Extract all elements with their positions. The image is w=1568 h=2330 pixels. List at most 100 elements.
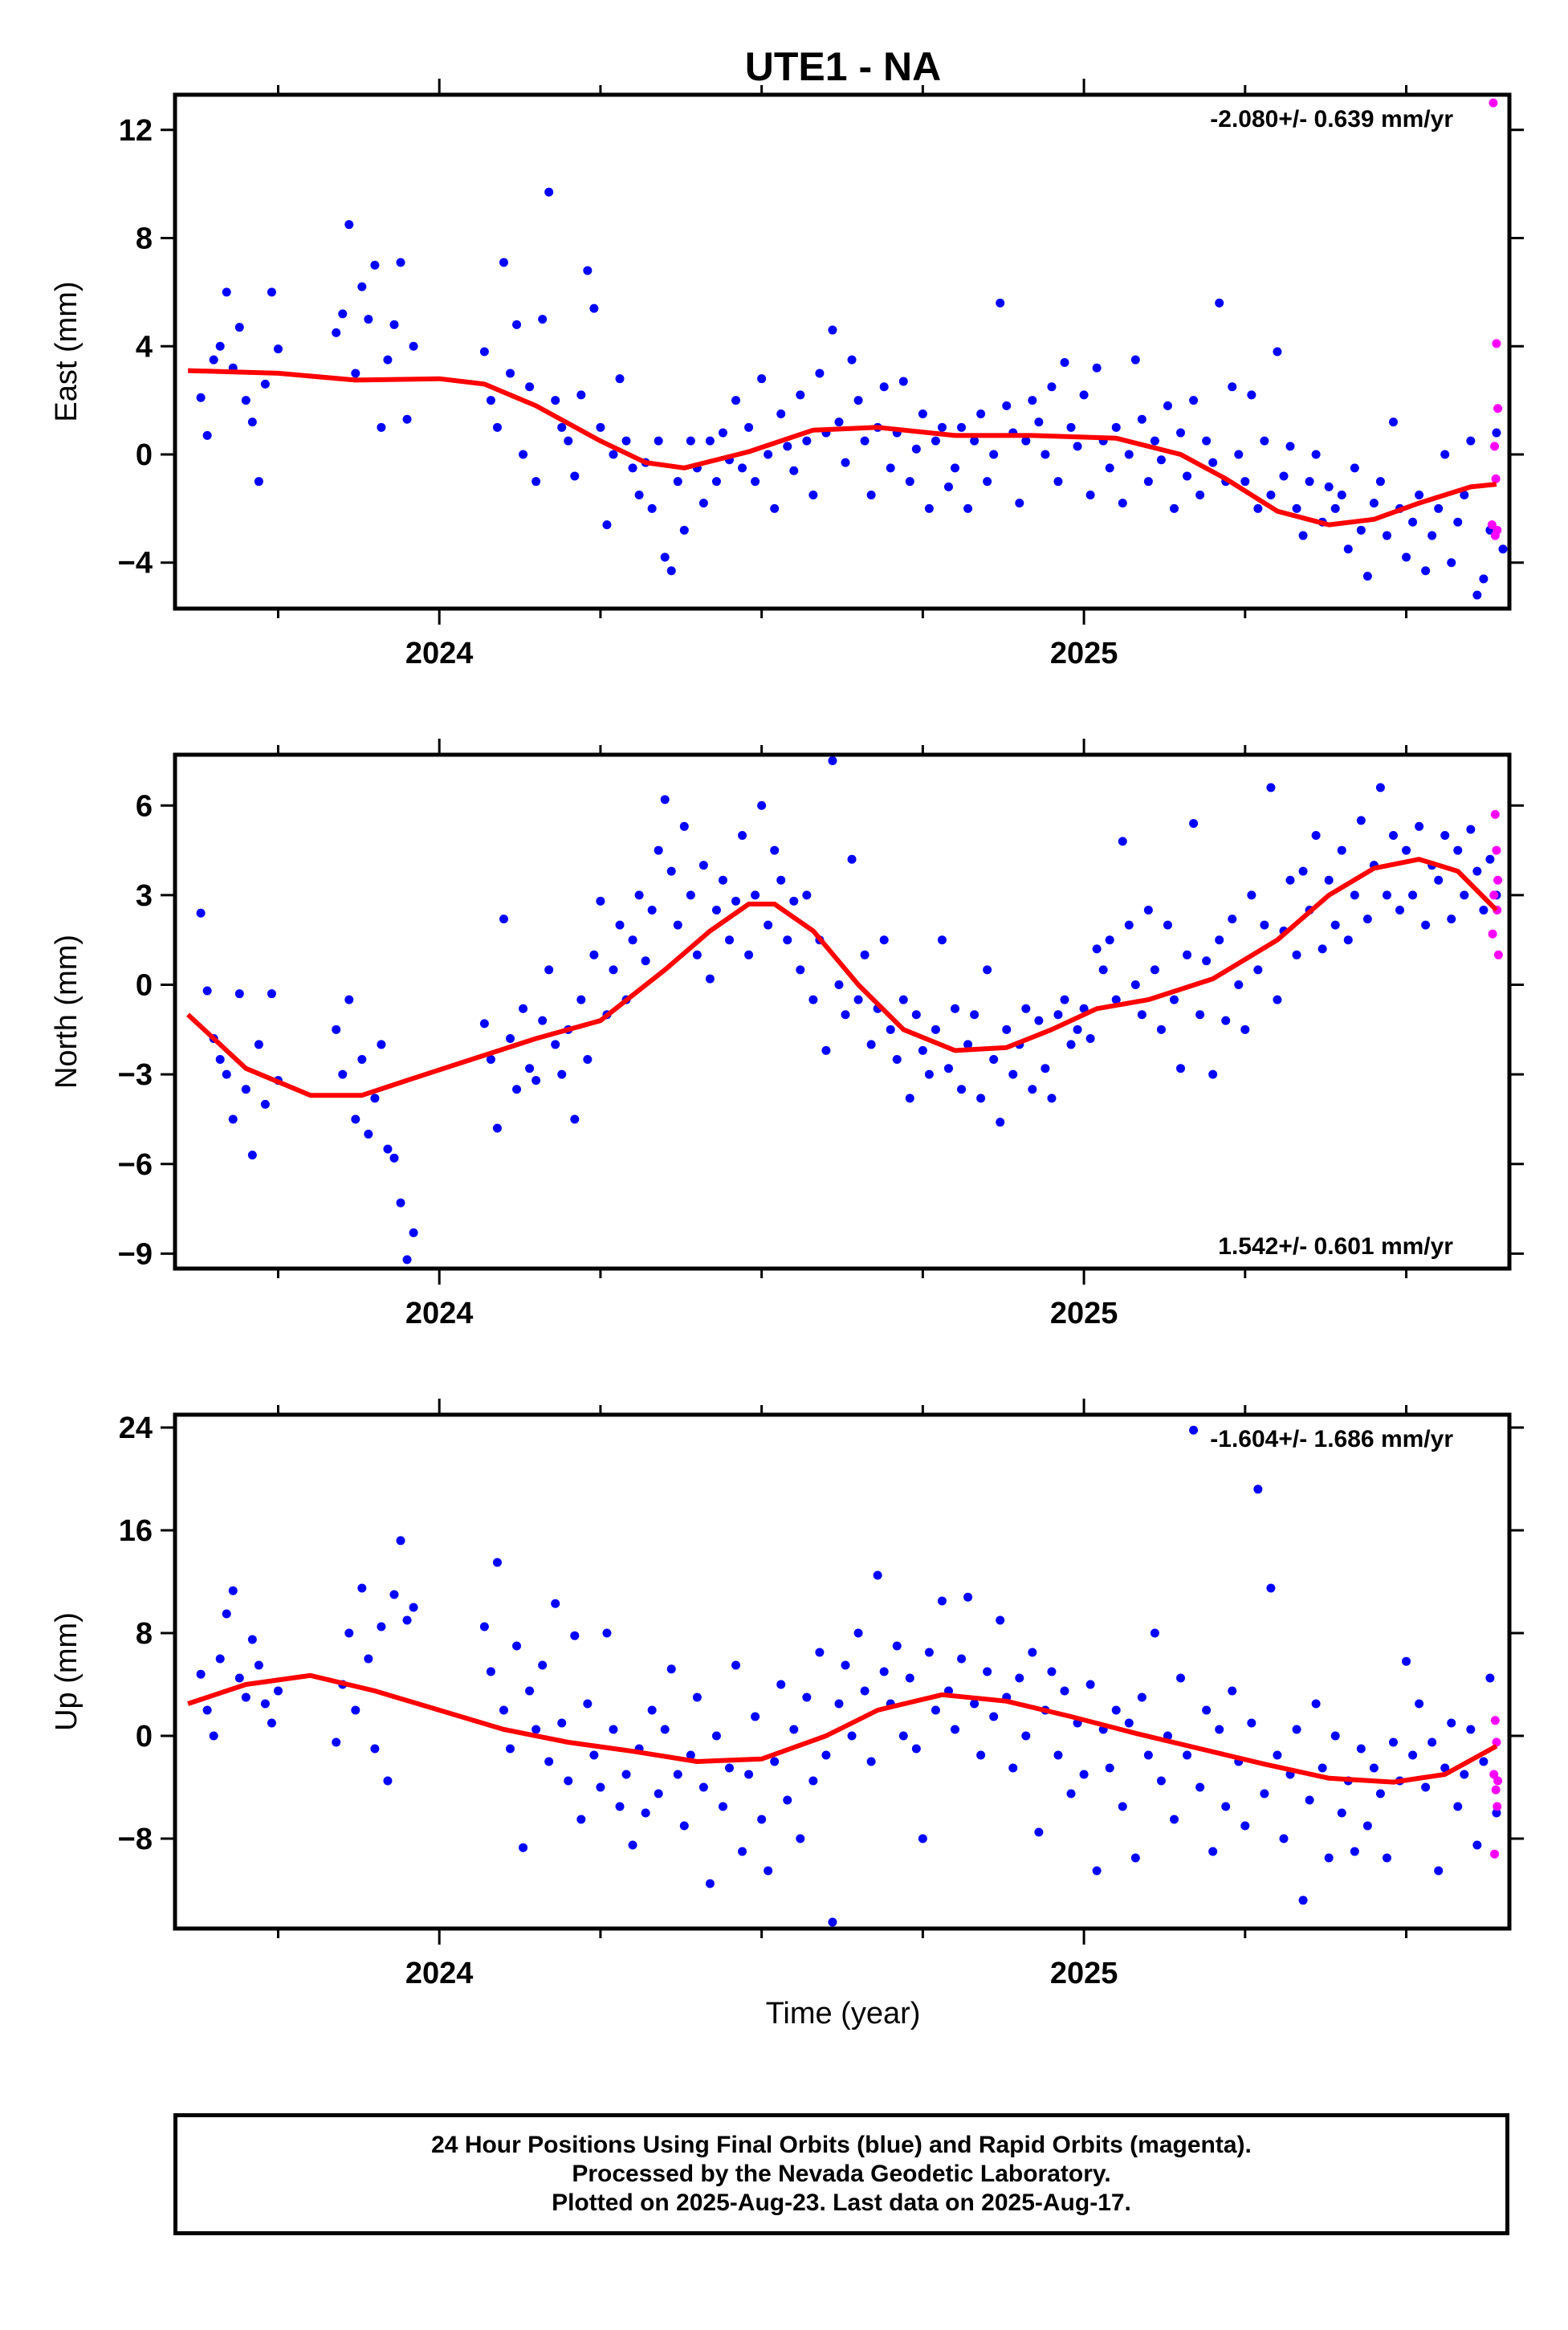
final-point — [234, 323, 244, 332]
final-point — [1143, 477, 1153, 487]
final-point — [222, 287, 231, 297]
final-point — [1337, 491, 1346, 500]
final-point — [228, 1586, 238, 1595]
final-point — [666, 866, 676, 876]
final-point — [538, 1016, 548, 1025]
final-orbit-points — [196, 187, 1508, 600]
final-point — [538, 315, 548, 324]
final-point — [1240, 1821, 1250, 1831]
final-point — [1421, 566, 1431, 576]
final-point — [1156, 1776, 1166, 1786]
final-point — [1324, 875, 1334, 885]
final-point — [389, 320, 399, 329]
final-point — [673, 477, 682, 487]
final-point — [1440, 1763, 1450, 1773]
final-point — [764, 1866, 773, 1876]
final-point — [1221, 1802, 1231, 1811]
final-point — [383, 1776, 393, 1786]
fit-curve — [186, 857, 1499, 1098]
final-point — [976, 409, 986, 418]
final-point — [596, 896, 605, 906]
final-point — [247, 1151, 257, 1160]
final-point — [1260, 1789, 1269, 1798]
final-point — [1253, 965, 1263, 975]
final-point — [705, 974, 715, 984]
fit-curve — [187, 1672, 1498, 1785]
final-point — [841, 1010, 850, 1020]
final-point — [770, 503, 780, 513]
final-point — [499, 258, 508, 267]
final-point — [1053, 1750, 1063, 1760]
final-point — [951, 1004, 960, 1013]
final-point — [621, 436, 631, 446]
final-point — [1028, 1648, 1037, 1657]
final-point — [1195, 1010, 1205, 1020]
final-point — [866, 1040, 876, 1049]
final-point — [1402, 552, 1411, 562]
final-point — [757, 1815, 767, 1824]
final-point — [1208, 1847, 1218, 1856]
final-point — [983, 965, 992, 975]
final-point — [512, 1085, 522, 1094]
final-point — [628, 1840, 637, 1850]
final-point — [1150, 1628, 1159, 1638]
final-point — [924, 503, 934, 513]
final-point — [1060, 357, 1069, 367]
final-point — [1169, 1815, 1179, 1824]
final-point — [196, 393, 206, 402]
plot-frame — [173, 752, 1512, 1271]
final-point — [1247, 390, 1256, 400]
final-point — [1047, 382, 1057, 392]
final-point — [1408, 517, 1418, 527]
final-point — [738, 830, 747, 840]
final-point — [821, 1750, 831, 1760]
final-point — [525, 1064, 535, 1073]
final-point — [1066, 1789, 1076, 1798]
final-point — [718, 875, 727, 885]
final-point — [1085, 491, 1095, 500]
final-point — [1485, 1673, 1495, 1683]
final-point — [589, 303, 599, 313]
final-point — [1266, 1583, 1276, 1593]
final-point — [764, 450, 773, 459]
final-point — [344, 220, 354, 230]
final-point — [1440, 450, 1450, 459]
final-point — [1427, 531, 1437, 540]
final-point — [860, 436, 870, 446]
final-point — [937, 935, 947, 945]
final-point — [1273, 995, 1282, 1004]
x-axis-title: Time (year) — [766, 1997, 921, 2031]
final-point — [898, 1731, 908, 1741]
final-point — [531, 1076, 541, 1086]
y-tick-label: 8 — [136, 222, 153, 256]
final-point — [1079, 1770, 1089, 1779]
final-point — [1369, 1763, 1379, 1773]
final-point — [744, 422, 754, 432]
final-point — [402, 1615, 412, 1625]
final-point — [828, 1917, 837, 1927]
final-point — [1060, 995, 1069, 1004]
final-point — [757, 800, 767, 810]
final-point — [1356, 1744, 1366, 1754]
plot-frame — [173, 1412, 1512, 1931]
final-point — [557, 422, 567, 432]
final-point — [196, 908, 206, 918]
final-point — [241, 1085, 250, 1094]
rapid-orbit-points — [1489, 1716, 1503, 1859]
final-point — [1285, 875, 1295, 885]
y-tick-label: 24 — [119, 1411, 153, 1445]
final-point — [1466, 825, 1476, 834]
final-point — [215, 341, 225, 351]
rapid-point — [1493, 1802, 1502, 1811]
final-point — [215, 1055, 225, 1065]
final-point — [479, 1622, 489, 1631]
final-point — [654, 436, 663, 446]
final-point — [1021, 1004, 1031, 1013]
final-point — [1118, 837, 1127, 846]
final-point — [1228, 382, 1237, 392]
x-tick-label: 2024 — [405, 1297, 474, 1330]
final-point — [357, 1583, 367, 1593]
final-point — [666, 566, 676, 576]
final-point — [898, 995, 908, 1004]
rapid-point — [1492, 1737, 1501, 1747]
